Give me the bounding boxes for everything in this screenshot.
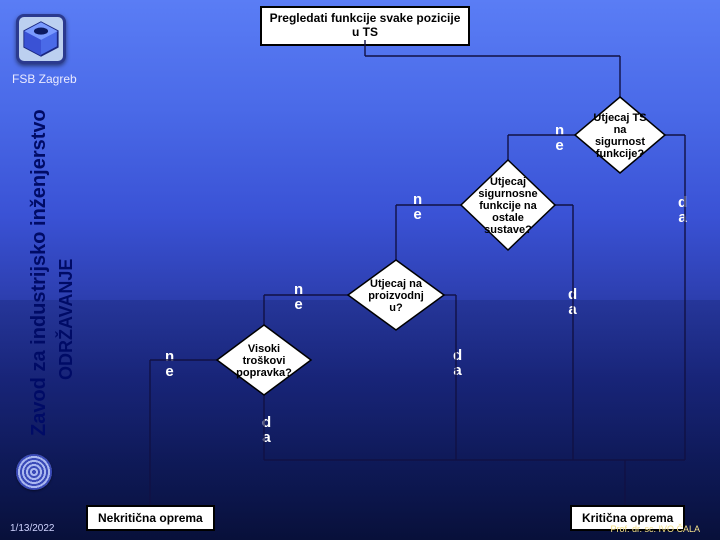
yes-label-2: da [568, 287, 577, 317]
sidebar-dept-main: Zavod za industrijsko inženjerstvo [28, 109, 51, 436]
org-label: FSB Zagreb [12, 72, 77, 86]
noncritical-box: Nekritična oprema [86, 505, 215, 531]
horizon-gradient [0, 300, 720, 540]
no-label-4: ne [165, 349, 174, 379]
svg-text:Utjecaj TSnasigurnostfunkcije?: Utjecaj TSnasigurnostfunkcije? [593, 112, 646, 160]
header-box: Pregledati funkcije svake pozicije u TS [260, 6, 470, 46]
date-label: 1/13/2022 [10, 523, 55, 534]
author-label: Prof. dr. sc. IVO ČALA [610, 524, 700, 534]
yes-label-3: da [453, 348, 462, 378]
svg-text:Utjecajsigurnosnefunkcije naos: Utjecajsigurnosnefunkcije naostalesustav… [478, 176, 537, 236]
seal-icon [16, 454, 52, 490]
no-label-1: ne [555, 123, 564, 153]
sidebar-dept-sub: ODRŽAVANJE [56, 259, 77, 380]
no-label-3: ne [294, 282, 303, 312]
yes-label-1: da [678, 195, 687, 225]
no-label-2: ne [413, 192, 422, 222]
yes-label-4: da [262, 415, 271, 445]
logo-cube [16, 14, 66, 64]
